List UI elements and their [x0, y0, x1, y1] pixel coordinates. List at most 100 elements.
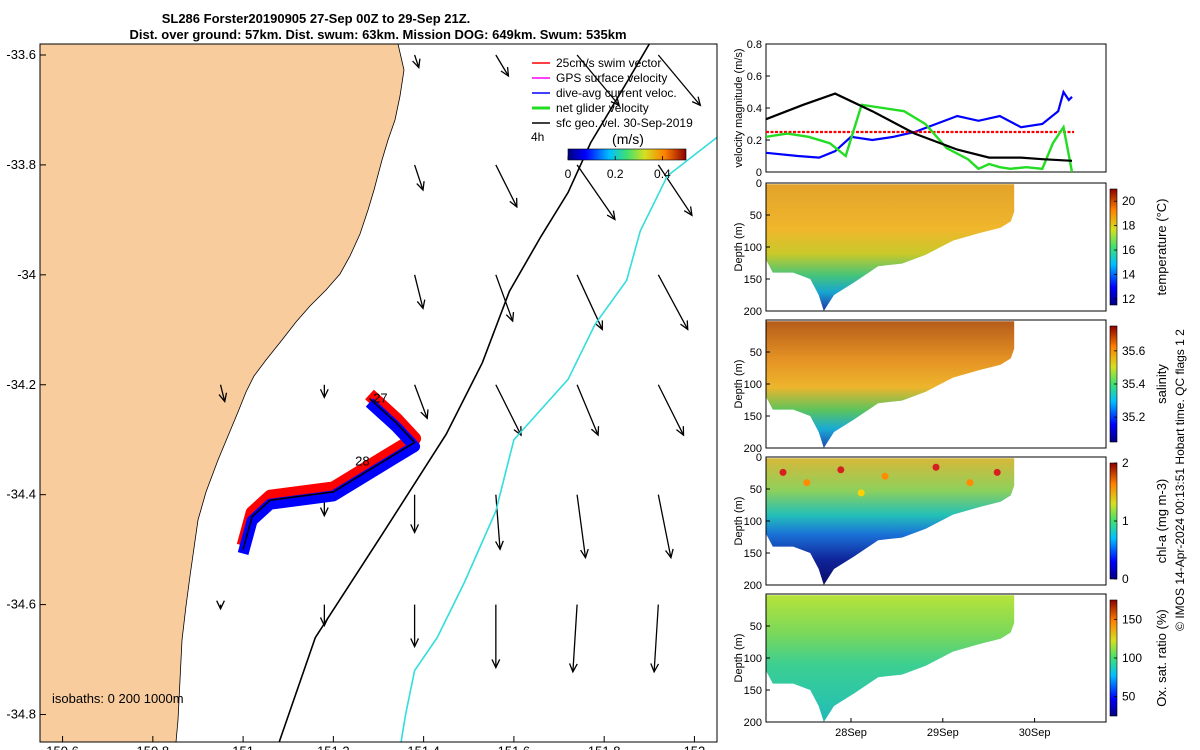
section-colorbar-tick-label: 35.6	[1122, 344, 1146, 358]
geo-vector-arrow-7	[495, 54, 510, 78]
velocity-series-black	[766, 92, 1073, 162]
track-label-27: 27	[373, 390, 387, 405]
geo-vector-arrow-21	[576, 494, 589, 560]
section-colorbar-label: temperature (°C)	[1154, 199, 1169, 296]
section-ytick-label: 50	[750, 484, 762, 496]
map-xtick-label: 151	[232, 744, 254, 750]
section-ylabel: Depth (m)	[733, 223, 745, 272]
chl-sample-point-3	[881, 472, 889, 480]
section-profile-fill	[766, 184, 1015, 311]
velocity-axes	[765, 43, 1107, 173]
geo-vector-arrow-23	[216, 600, 225, 611]
section-ytick-label: 100	[744, 242, 762, 254]
colorbar-unit-label: (m/s)	[612, 131, 644, 147]
geo-vector-arrow-17	[657, 274, 689, 331]
section-ytick-label: 100	[744, 653, 762, 665]
map-ytick-label: -33.8	[6, 157, 36, 172]
map-xtick-label: 151.4	[407, 744, 440, 750]
geo-vector-arrow-12	[576, 164, 616, 221]
geo-vector-arrow-27	[568, 604, 578, 674]
section-profile-fill	[766, 321, 1015, 448]
geo-vector-arrow-15	[495, 274, 515, 323]
chl-sample-point-2	[837, 466, 845, 474]
map-xtick-label: 151.2	[317, 744, 350, 750]
velocity-ytick-label: 0.6	[747, 71, 762, 83]
velocity-ylabel: velocity magnitude (m/s)	[733, 48, 745, 167]
geo-vector-arrow-3	[495, 384, 522, 437]
title-line-1: SL286 Forster20190905 27-Sep 00Z to 29-S…	[162, 11, 471, 26]
section-colorbar-tick-label: 18	[1122, 219, 1136, 233]
swim-vector-band	[236, 389, 422, 548]
section-colorbar-tick-label: 14	[1122, 267, 1136, 281]
section-colorbar	[1109, 188, 1118, 306]
geo-vector-arrow-5	[657, 384, 685, 437]
section-ytick-label: 100	[744, 516, 762, 528]
section-ytick-label: 100	[744, 379, 762, 391]
section-ytick-label: 50	[750, 210, 762, 222]
isobaths-label: isobaths: 0 200 1000m	[52, 691, 184, 706]
section-colorbar-tick-label: 35.2	[1122, 410, 1146, 424]
legend-label-geo: sfc geo. vel. 30-Sep-2019	[556, 116, 693, 130]
geo-vector-arrow-9	[657, 54, 702, 107]
velocity-ytick-label: 0.4	[747, 103, 762, 115]
section-colorbar-tick-label: 35.4	[1122, 377, 1146, 391]
map-colorbar	[567, 148, 687, 161]
velocity-ytick-label: 0.2	[747, 135, 762, 147]
map-legend: 25cm/s swim vector GPS surface velocity …	[531, 56, 693, 181]
geo-vector-arrow-1	[319, 384, 329, 399]
geo-vector-arrow-13	[657, 164, 693, 217]
geo-vector-arrow-10	[413, 164, 425, 192]
geo-velocity-line	[278, 44, 650, 742]
section-profile-fill	[766, 595, 1015, 722]
chlorophyll-section-panel: 0 50 100 150 200 Depth (m) 0 1 2 chl-a (mg m-3)	[733, 452, 1169, 592]
geo-vector-arrow-2	[413, 384, 429, 420]
geo-vector-arrow-22	[657, 494, 674, 560]
current-vector-band	[237, 398, 421, 556]
map-xtick-label: 150.6	[46, 744, 79, 750]
section-ytick-label: 50	[750, 621, 762, 633]
geo-vector-arrow-26	[491, 604, 501, 670]
legend-label-gps: GPS surface velocity	[556, 71, 667, 85]
legend-label-net: net glider velocity	[556, 101, 649, 115]
section-ytick-label: 200	[744, 306, 762, 318]
isobath-1000m	[400, 136, 717, 742]
section-colorbar-tick-label: 20	[1122, 194, 1136, 208]
map-ytick-label: -33.6	[6, 47, 36, 62]
temperature-section-panel: 0 50 100 150 200 Depth (m) 12 14 16 18 20 temperatu…	[733, 178, 1169, 318]
section-ylabel: Depth (m)	[733, 360, 745, 409]
section-ytick-label: 150	[744, 411, 762, 423]
map-xtick-label: 152	[684, 744, 706, 750]
section-colorbar-label: chl-a (mg m-3)	[1154, 479, 1169, 564]
section-colorbar-tick-label: 0	[1122, 572, 1129, 586]
section-ytick-label: 50	[750, 347, 762, 359]
section-colorbar-label: salinity	[1154, 364, 1169, 404]
legend-label-swim: 25cm/s swim vector	[556, 56, 661, 70]
section-colorbar-label: Ox. sat. ratio (%)	[1154, 609, 1169, 707]
salinity-section-panel: 50 100 150 200 Depth (m) 35.2 35.4 35.6 salinity	[733, 319, 1169, 455]
map-ytick-label: -34	[17, 267, 36, 282]
section-colorbar-tick-label: 12	[1122, 292, 1136, 306]
section-profile-fill	[766, 458, 1015, 585]
section-ylabel: Depth (m)	[733, 497, 745, 546]
section-ytick-label: 200	[744, 443, 762, 455]
colorbar-tick-label: 0.2	[607, 167, 624, 181]
section-xtick-label: 29Sep	[927, 727, 959, 739]
section-ytick-label: 0	[756, 452, 762, 464]
chl-sample-point-0	[779, 468, 787, 476]
geo-vector-arrow-19	[410, 494, 420, 534]
section-ytick-label: 150	[744, 274, 762, 286]
colorbar-tick-label: 0.4	[654, 167, 671, 181]
track-line	[242, 397, 416, 550]
velocity-ytick-label: 0.8	[747, 39, 762, 51]
map-ytick-label: -34.8	[6, 707, 36, 722]
map-panel: 27 28 150.6 150.8 151 151.2 151.4 151.6 151.8 1…	[6, 43, 718, 750]
map-xtick-label: 151.8	[588, 744, 621, 750]
side-note: © IMOS 14-Apr-2024 00:13:51 Hobart time.…	[1173, 329, 1187, 631]
section-xtick-label: 30Sep	[1019, 727, 1051, 739]
geo-vector-arrow-4	[576, 384, 600, 437]
geo-vector-arrow-20	[495, 494, 504, 551]
colorbar-tick-label: 0	[565, 167, 572, 181]
chl-sample-point-6	[993, 468, 1001, 476]
legend-label-current: dive-avg current veloc.	[556, 86, 677, 100]
